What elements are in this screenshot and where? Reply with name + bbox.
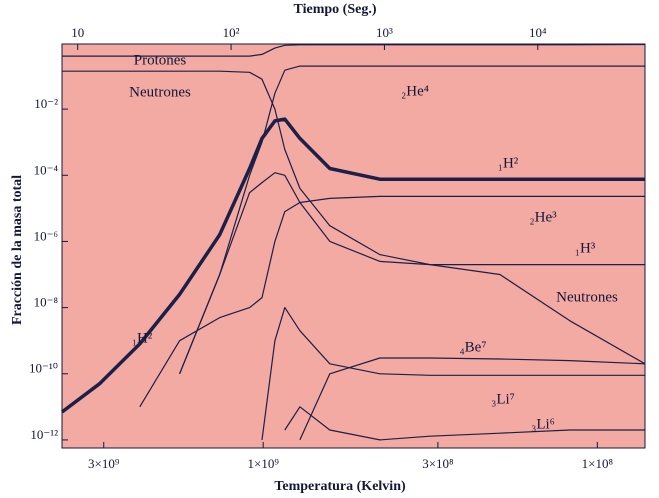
curve-label: ₃Li⁷ xyxy=(491,391,515,407)
curve-label: Neutrones xyxy=(556,289,618,305)
y-axis-title: Fracción de la masa total xyxy=(10,175,25,325)
curve-label: ₂He³ xyxy=(529,209,557,225)
curve-label: ₁H² xyxy=(132,330,153,346)
top-tick-label: 10³ xyxy=(376,25,393,40)
curve xyxy=(179,65,645,375)
curve-label: ₄Be⁷ xyxy=(459,339,486,355)
curve-label: ₂He⁴ xyxy=(401,83,429,99)
y-tick-label: 10⁻¹² xyxy=(30,427,58,442)
curve-label: ₃Li⁶ xyxy=(531,416,555,432)
top-tick-label: 10 xyxy=(71,25,84,40)
y-tick-label: 10⁻⁶ xyxy=(34,228,58,243)
curve xyxy=(179,172,645,375)
y-tick-label: 10⁻¹⁰ xyxy=(29,361,58,376)
curve xyxy=(62,43,646,57)
bottom-tick-label: 1×10⁸ xyxy=(582,456,614,471)
curve xyxy=(261,307,645,440)
x-axis-title: Temperatura (Kelvin) xyxy=(274,479,406,494)
y-tick-label: 10⁻⁸ xyxy=(34,295,59,310)
bottom-tick-label: 3×10⁹ xyxy=(88,456,120,471)
curve-label: Protones xyxy=(134,52,187,68)
curve-label: ₁H³ xyxy=(575,240,596,256)
top-axis-title: Tiempo (Seg.) xyxy=(294,2,377,17)
curve xyxy=(284,406,645,441)
top-tick-label: 10⁴ xyxy=(529,25,547,40)
curve xyxy=(139,195,645,408)
y-tick-label: 10⁻² xyxy=(34,96,58,111)
curve xyxy=(60,117,645,414)
curve xyxy=(62,70,646,365)
bottom-tick-label: 1×10⁹ xyxy=(247,456,279,471)
curve xyxy=(299,357,646,441)
y-tick-label: 10⁻⁴ xyxy=(34,162,59,177)
plot-background xyxy=(61,43,646,449)
curve-label: ₁H² xyxy=(498,155,519,171)
curve-label: Neutrones xyxy=(129,84,191,100)
top-tick-label: 10² xyxy=(223,25,240,40)
bottom-tick-label: 3×10⁸ xyxy=(422,456,454,471)
